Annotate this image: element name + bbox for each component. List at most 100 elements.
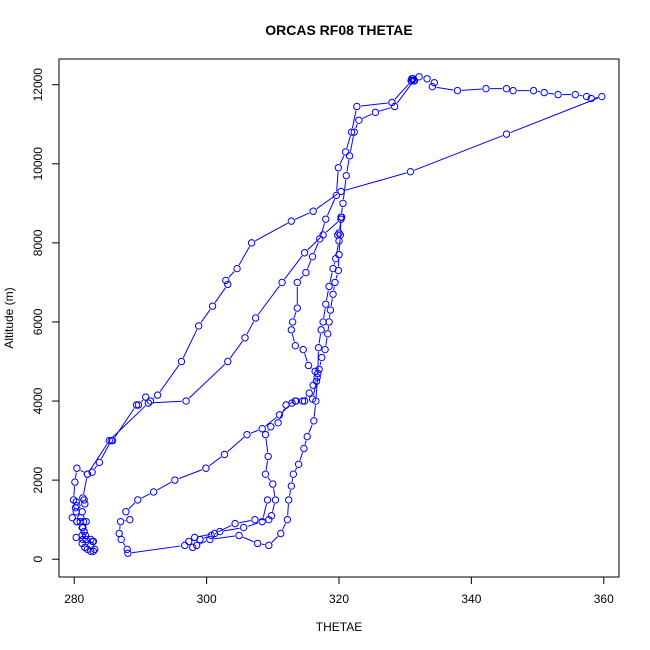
data-point bbox=[406, 167, 415, 176]
data-point bbox=[235, 531, 243, 540]
data-point bbox=[298, 397, 307, 405]
series-segment bbox=[140, 399, 144, 403]
data-point bbox=[89, 547, 98, 555]
series-segment bbox=[267, 477, 271, 481]
data-point bbox=[582, 92, 591, 101]
series-segment bbox=[238, 246, 250, 266]
data-point bbox=[91, 545, 99, 554]
data-point bbox=[132, 401, 141, 409]
data-point bbox=[334, 266, 343, 275]
data-point bbox=[194, 322, 203, 330]
data-point bbox=[251, 314, 260, 322]
series-segment bbox=[360, 102, 388, 107]
data-point bbox=[303, 432, 311, 441]
data-point bbox=[300, 444, 308, 453]
data-point bbox=[341, 148, 350, 156]
data-point bbox=[408, 77, 416, 85]
series-segment bbox=[83, 478, 88, 494]
series-segment bbox=[229, 340, 243, 359]
series-segment bbox=[265, 417, 277, 427]
series-segment bbox=[436, 86, 454, 91]
data-point bbox=[78, 523, 86, 532]
data-point bbox=[598, 92, 606, 101]
series-segment bbox=[74, 472, 77, 479]
data-point bbox=[315, 365, 323, 374]
data-point bbox=[153, 391, 162, 399]
series-segment bbox=[223, 527, 240, 532]
series-2 bbox=[185, 77, 418, 546]
series-segment bbox=[182, 329, 198, 358]
series-segment bbox=[293, 311, 297, 319]
series-segment bbox=[323, 308, 326, 318]
series-segment bbox=[261, 543, 265, 546]
data-point bbox=[529, 86, 538, 95]
data-point bbox=[247, 239, 256, 247]
data-point bbox=[267, 423, 275, 431]
data-point bbox=[283, 515, 292, 524]
data-point bbox=[81, 531, 90, 540]
data-point bbox=[224, 280, 232, 289]
data-point bbox=[261, 430, 270, 439]
series-segment bbox=[344, 172, 407, 191]
series-segment bbox=[355, 124, 358, 129]
series-segment bbox=[325, 337, 328, 346]
series-segment bbox=[304, 396, 307, 399]
data-point bbox=[264, 452, 272, 461]
data-point bbox=[182, 397, 190, 405]
series-segment bbox=[313, 242, 319, 254]
series-segment bbox=[342, 179, 347, 200]
data-point bbox=[78, 508, 86, 516]
data-point bbox=[267, 512, 276, 520]
data-point bbox=[293, 278, 301, 287]
plot-area-border bbox=[58, 58, 620, 578]
data-point bbox=[220, 450, 229, 459]
data-point bbox=[415, 73, 423, 81]
data-point bbox=[554, 90, 562, 99]
data-point bbox=[224, 357, 232, 366]
series-segment bbox=[299, 452, 304, 461]
data-point bbox=[105, 436, 114, 445]
data-point bbox=[284, 496, 293, 504]
series-segment bbox=[228, 271, 235, 278]
data-point bbox=[171, 476, 179, 484]
series-segment bbox=[326, 290, 329, 301]
data-point bbox=[334, 164, 343, 172]
data-point bbox=[149, 488, 158, 496]
data-point bbox=[305, 389, 313, 397]
series-segment bbox=[461, 88, 482, 91]
series-segment bbox=[100, 444, 110, 459]
series-1 bbox=[68, 73, 606, 557]
data-point bbox=[289, 470, 298, 478]
series-segment bbox=[325, 221, 339, 233]
series-segment bbox=[214, 287, 226, 303]
data-point bbox=[390, 102, 399, 111]
series-segment bbox=[351, 110, 357, 129]
data-point bbox=[331, 278, 339, 287]
series-segment bbox=[288, 490, 292, 496]
series-segment bbox=[279, 408, 285, 420]
series-segment bbox=[267, 429, 269, 432]
data-point bbox=[587, 94, 595, 103]
series-segment bbox=[178, 469, 203, 480]
data-point bbox=[347, 128, 356, 136]
series-segment bbox=[579, 94, 583, 97]
x-tick-label: 340 bbox=[461, 592, 481, 606]
data-point bbox=[335, 251, 343, 259]
series-segment bbox=[262, 503, 268, 518]
data-point bbox=[282, 401, 290, 409]
series-segment bbox=[346, 136, 351, 149]
data-point bbox=[72, 508, 80, 516]
series-segment bbox=[329, 272, 333, 283]
data-point bbox=[251, 515, 259, 524]
data-point bbox=[339, 199, 347, 208]
series-segment bbox=[319, 361, 322, 366]
series-segment bbox=[239, 519, 251, 524]
data-point bbox=[144, 399, 153, 407]
series-segment bbox=[89, 443, 108, 471]
data-point bbox=[540, 88, 548, 97]
series-segment bbox=[291, 478, 294, 482]
data-point bbox=[71, 504, 80, 512]
data-point bbox=[265, 541, 273, 550]
series-segment bbox=[122, 542, 126, 546]
